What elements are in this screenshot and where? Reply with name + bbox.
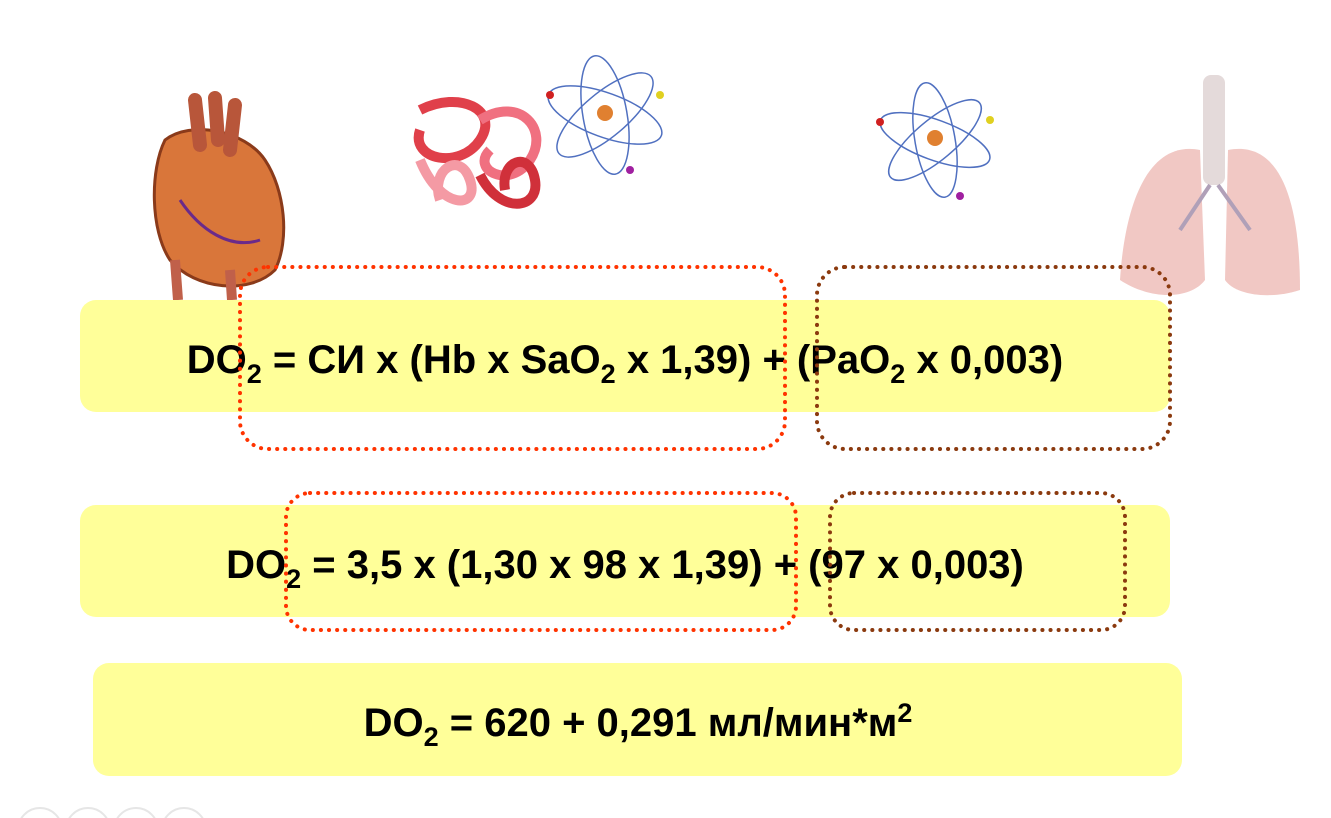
- formula-part: = 620 + 0,291 мл/мин*м: [439, 701, 898, 745]
- formula-box: [80, 300, 1170, 412]
- formula-box: [93, 663, 1182, 776]
- subscript: 2: [247, 359, 262, 389]
- formula-box: [80, 505, 1170, 617]
- subscript: 2: [424, 722, 439, 752]
- formula: DO2 = 3,5 x (1,30 x 98 x 1,39) + (97 x 0…: [226, 543, 1024, 594]
- heart-image: [135, 91, 295, 310]
- lungs-image: [1120, 75, 1300, 296]
- formula: DO2 = 620 + 0,291 мл/мин*м2: [364, 698, 913, 752]
- formula-part: = СИ x (Hb x SaO: [262, 338, 601, 382]
- formula-part: x 0,003): [905, 338, 1063, 382]
- nav-dots: [20, 807, 204, 818]
- subscript: 2: [601, 359, 616, 389]
- formula-part: DO: [364, 701, 424, 745]
- dotted-outline: [284, 491, 798, 632]
- dotted-outline: [238, 265, 787, 451]
- formula-part: = 3,5 x (1,30 x 98 x 1,39) + (97 x 0,003…: [301, 543, 1024, 587]
- atom-image: [876, 82, 994, 200]
- dotted-outline: [815, 265, 1172, 451]
- superscript: 2: [897, 698, 912, 728]
- subscript: 2: [890, 359, 905, 389]
- formula-part: DO: [226, 543, 286, 587]
- subscript: 2: [286, 564, 301, 594]
- dotted-outline: [828, 491, 1127, 632]
- formula: DO2 = СИ x (Hb x SaO2 x 1,39) + (PaO2 x …: [187, 338, 1063, 389]
- formula-part: x 1,39) + (PaO: [616, 338, 891, 382]
- hemoglobin-image: [413, 97, 542, 209]
- formula-part: DO: [187, 338, 247, 382]
- atom-image: [546, 55, 664, 175]
